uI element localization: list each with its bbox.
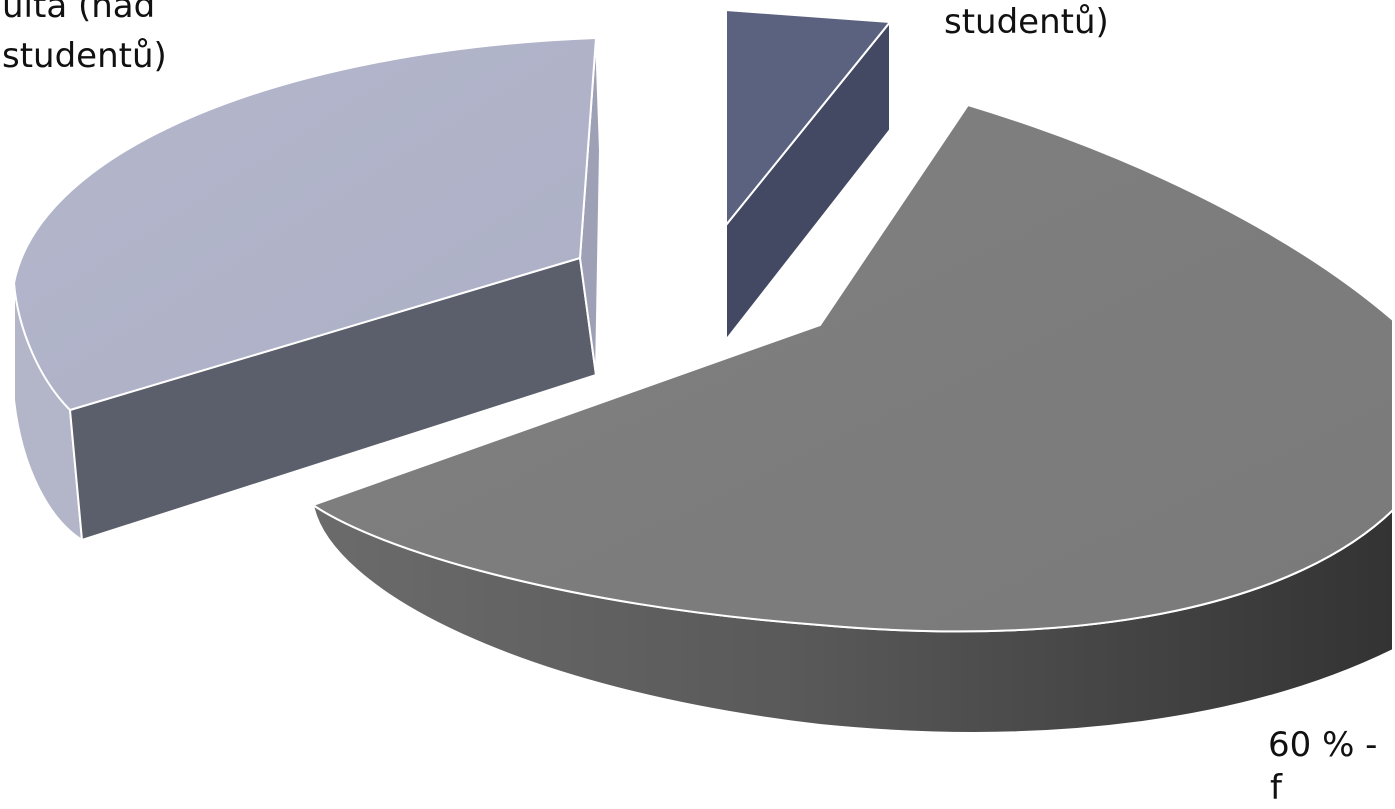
slice-left-label-line-2: studentů) bbox=[2, 36, 167, 76]
pie-chart bbox=[12, 8, 1394, 734]
slice-small-label: studentů) bbox=[944, 2, 1109, 42]
slice-left-top bbox=[12, 36, 598, 412]
pie-slice-left bbox=[12, 36, 602, 542]
slice-big-label-line-1: 60 % - bbox=[1268, 725, 1378, 765]
slice-big-top bbox=[310, 103, 1394, 633]
pie-slice-small bbox=[725, 8, 892, 343]
slice-big-label-line-2: f bbox=[1270, 768, 1282, 808]
slice-small-top bbox=[725, 8, 892, 228]
slice-left-label-line-1: ulta (nad bbox=[2, 0, 156, 26]
pie-slice-60-percent bbox=[310, 103, 1394, 734]
